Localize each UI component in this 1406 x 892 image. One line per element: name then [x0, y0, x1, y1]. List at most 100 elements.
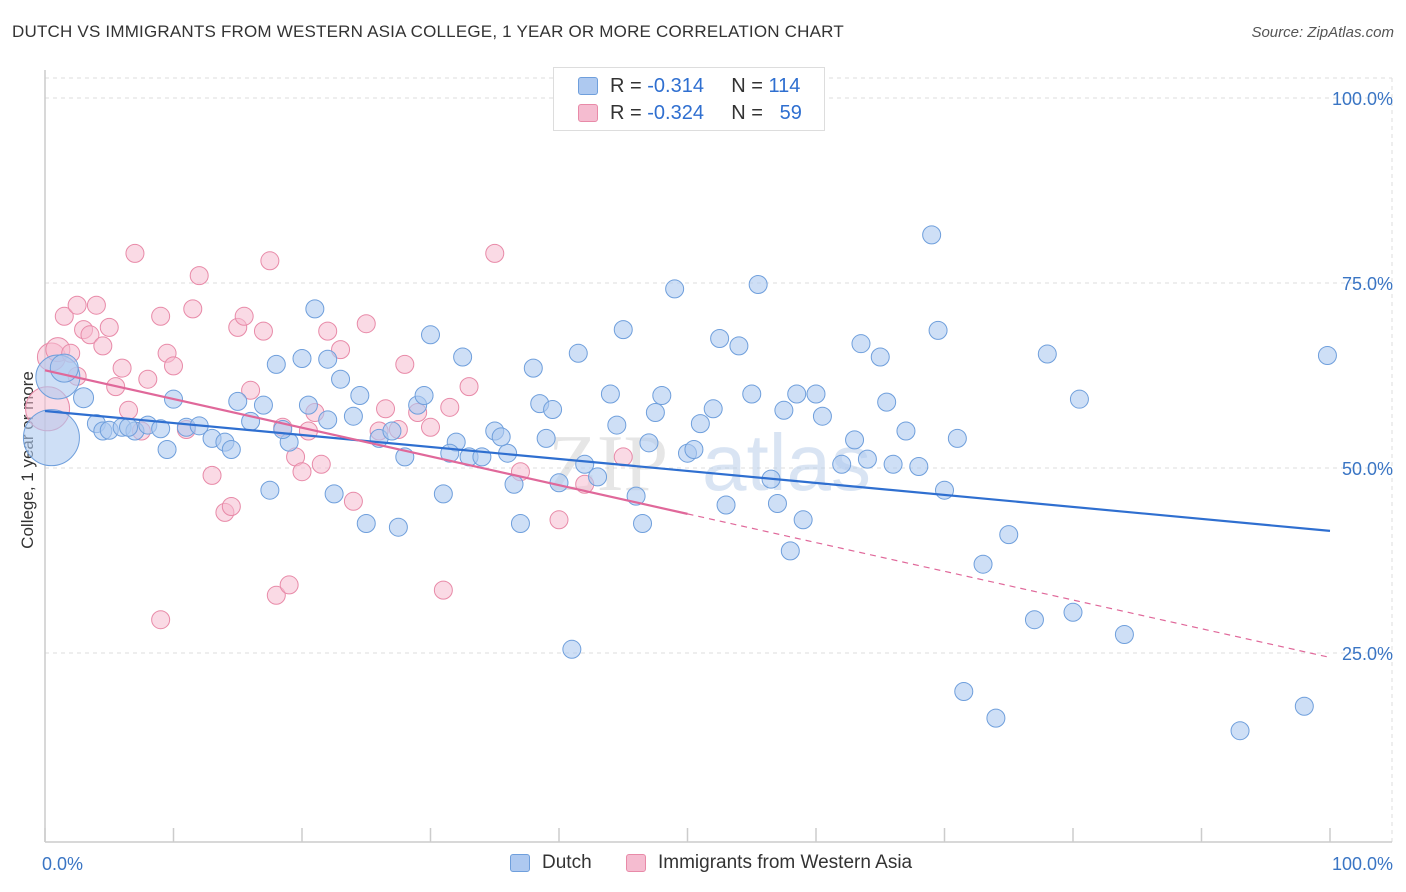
immigrants-point: [202, 465, 222, 485]
legend-item-dutch[interactable]: Dutch: [510, 852, 592, 874]
immigrants-point: [331, 340, 351, 360]
dutch-point: [742, 384, 762, 404]
dutch-point: [922, 225, 942, 245]
legend-n-label: N =: [731, 101, 763, 124]
dutch-point: [857, 449, 877, 469]
dutch-point: [1230, 721, 1250, 741]
dutch-point: [986, 708, 1006, 728]
legend-item-immigrants[interactable]: Immigrants from Western Asia: [626, 852, 912, 874]
dutch-point: [253, 395, 273, 415]
immigrants-point: [54, 306, 74, 326]
immigrants-point: [164, 356, 183, 376]
legend-n-value-immigrants: 59: [779, 101, 802, 124]
dutch-point: [1063, 602, 1083, 622]
immigrants-point: [80, 325, 100, 345]
dutch-point: [652, 385, 672, 405]
dutch-point: [1024, 610, 1044, 630]
dutch-point: [1317, 346, 1337, 366]
immigrants-point: [356, 314, 376, 334]
dutch-point: [536, 428, 556, 448]
legend-label-immigrants: Immigrants from Western Asia: [658, 852, 913, 873]
dutch-point: [832, 454, 852, 474]
dutch-point: [318, 349, 338, 369]
dutch-point: [453, 347, 473, 367]
legend-swatch-immigrants: [626, 854, 646, 872]
y-tick-label-50: 50.0%: [1342, 459, 1393, 479]
dutch-point: [151, 419, 171, 439]
dutch-point: [1037, 344, 1057, 364]
immigrants-point: [221, 496, 241, 516]
dutch-point: [260, 480, 280, 500]
dutch-point: [298, 395, 318, 415]
dutch-point: [414, 385, 434, 405]
dutch-point: [1114, 625, 1134, 644]
immigrants-point: [376, 399, 396, 419]
immigrants-point: [318, 321, 338, 341]
correlation-legend: R = -0.314 N = 114 R = -0.324 N = 59: [553, 67, 825, 131]
immigrants-point: [485, 243, 505, 263]
immigrants-point: [234, 306, 254, 326]
dutch-point: [780, 541, 800, 561]
immigrants-point: [151, 610, 171, 630]
dutch-point: [292, 348, 312, 368]
dutch-point: [343, 406, 363, 426]
immigrants-point: [549, 510, 569, 530]
dutch-point: [543, 400, 563, 420]
dutch-point: [748, 274, 768, 294]
dutch-point: [690, 414, 710, 434]
y-tick-label-25: 25.0%: [1342, 644, 1393, 664]
series-dutch-points: [22, 225, 1337, 741]
dutch-point: [73, 387, 95, 409]
immigrants-point: [119, 400, 139, 420]
dutch-point: [504, 474, 524, 494]
dutch-point: [157, 440, 177, 459]
immigrants-trend-line: [44, 369, 688, 515]
dutch-point: [388, 517, 408, 537]
dutch-point: [928, 320, 948, 340]
legend-swatch-dutch: [510, 854, 530, 872]
immigrants-point: [93, 336, 113, 356]
dutch-point: [510, 514, 530, 533]
legend-r-label: R =: [610, 101, 642, 124]
dutch-point: [703, 399, 723, 419]
legend-swatch-immigrants: [578, 104, 598, 122]
dutch-point: [999, 525, 1019, 545]
legend-n-value-dutch: 114: [768, 74, 801, 97]
legend-r-label: R =: [610, 74, 642, 97]
immigrants-point: [292, 462, 312, 482]
dutch-point: [710, 329, 730, 348]
dutch-point: [228, 391, 248, 411]
y-tick-label-100: 100.0%: [1332, 89, 1393, 109]
dutch-point: [491, 427, 511, 447]
dutch-point: [633, 514, 653, 533]
immigrants-point: [112, 358, 132, 378]
dutch-point: [947, 428, 967, 448]
immigrants-point: [67, 295, 87, 315]
series-legend: Dutch Immigrants from Western Asia: [0, 852, 1406, 878]
immigrants-point: [253, 321, 273, 341]
dutch-point: [421, 325, 440, 345]
trend-lines: [44, 369, 1331, 659]
dutch-point: [896, 421, 916, 441]
dutch-point: [767, 494, 787, 514]
dutch-point: [305, 299, 325, 319]
immigrants-point: [421, 417, 440, 437]
dutch-point: [774, 400, 794, 420]
dutch-point: [851, 334, 871, 354]
dutch-point: [883, 454, 903, 474]
dutch-point: [729, 336, 749, 356]
immigrants-point: [279, 575, 299, 595]
dutch-point: [568, 343, 588, 363]
legend-label-dutch: Dutch: [542, 852, 592, 873]
legend-row-immigrants: R = -0.324 N = 59: [578, 100, 802, 126]
dutch-point: [665, 279, 685, 299]
dutch-point: [22, 409, 80, 467]
dutch-point: [221, 440, 241, 459]
immigrants-point: [433, 580, 453, 600]
dutch-point: [870, 347, 890, 367]
chart-title: DUTCH VS IMMIGRANTS FROM WESTERN ASIA CO…: [12, 22, 844, 41]
immigrants-point: [613, 447, 633, 467]
immigrants-point: [86, 295, 106, 315]
immigrants-point: [266, 585, 286, 605]
